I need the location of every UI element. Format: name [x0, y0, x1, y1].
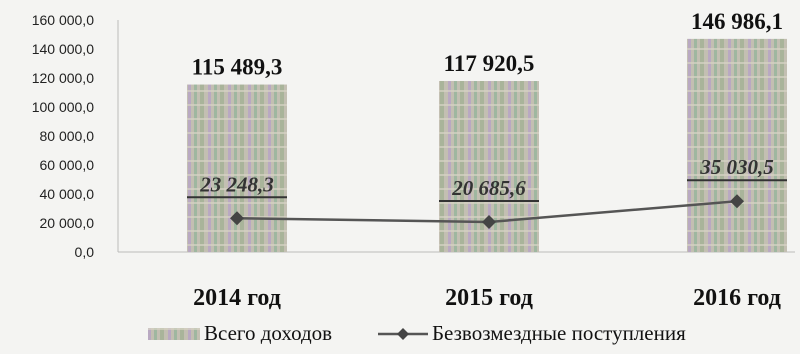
y-tick-label: 60 000,0 [40, 157, 95, 173]
y-tick-label: 120 000,0 [32, 70, 94, 86]
bar-value-label: 146 986,1 [691, 9, 783, 34]
y-tick-label: 100 000,0 [32, 99, 94, 115]
bar-series [187, 38, 787, 253]
line-marker [482, 215, 496, 230]
bar [687, 38, 787, 253]
y-tick-label: 40 000,0 [40, 186, 95, 202]
y-axis: 0,0 20 000,0 40 000,0 60 000,0 80 000,0 100 0… [32, 12, 795, 260]
y-tick-label: 140 000,0 [32, 41, 94, 57]
y-tick-label: 20 000,0 [40, 215, 95, 231]
line-value-label: 20 685,6 [451, 176, 526, 200]
legend-diamond-marker [397, 328, 409, 340]
x-category-label: 2016 год [693, 285, 781, 311]
legend-bar-label: Всего доходов [204, 321, 332, 345]
line-marker [230, 211, 244, 226]
bar-value-label: 117 920,5 [444, 51, 535, 76]
legend-line-label: Безвозмездные поступления [432, 321, 686, 345]
x-axis: 2014 год 2015 год 2016 год [193, 285, 781, 311]
legend-bar-swatch [148, 328, 200, 340]
line-marker [730, 194, 744, 209]
y-tick-label: 80 000,0 [40, 128, 95, 144]
x-category-label: 2014 год [193, 285, 281, 311]
x-category-label: 2015 год [445, 285, 533, 311]
bar-value-label: 115 489,3 [192, 55, 283, 80]
y-tick-label: 160 000,0 [32, 12, 94, 28]
bar [187, 84, 287, 252]
line-series [230, 194, 744, 230]
legend: Всего доходов Безвозмездные поступления [148, 321, 686, 345]
data-labels: 115 489,3 117 920,5 146 986,1 23 248,3 20 68… [187, 9, 787, 203]
y-tick-label: 0,0 [75, 244, 95, 260]
line-value-label: 35 030,5 [699, 155, 774, 179]
line-value-label: 23 248,3 [199, 172, 274, 196]
